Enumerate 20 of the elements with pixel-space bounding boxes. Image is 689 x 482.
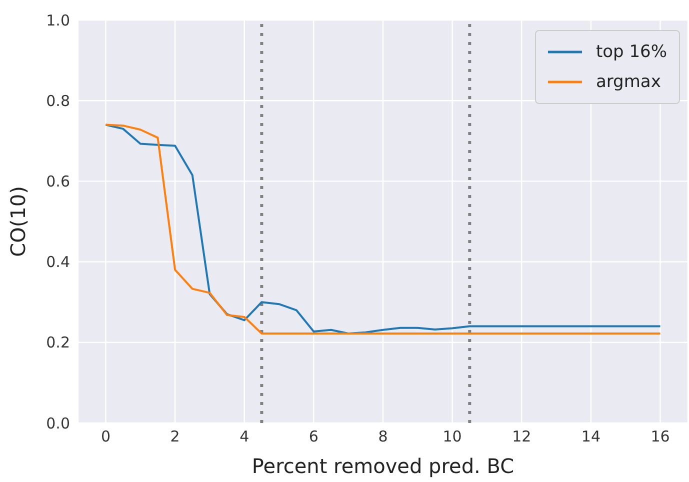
x-axis-title: Percent removed pred. BC [252, 454, 514, 478]
x-tick-label: 12 [512, 428, 532, 446]
y-tick-label: 0.8 [46, 92, 70, 110]
y-tick-label: 0.4 [46, 253, 70, 272]
x-tick-label: 8 [378, 428, 388, 446]
x-tick-label: 2 [170, 428, 180, 446]
x-tick-label: 10 [442, 428, 462, 446]
x-tick-label: 6 [308, 428, 318, 446]
legend-label: top 16% [596, 42, 667, 62]
x-tick-label: 14 [581, 428, 600, 446]
x-tick-label: 16 [650, 428, 670, 446]
y-tick-label: 0.6 [46, 172, 70, 191]
y-tick-label: 1.0 [46, 11, 70, 30]
y-tick-label: 0.2 [46, 334, 70, 352]
x-tick-label: 4 [240, 428, 250, 446]
x-tick-label: 0 [100, 428, 110, 446]
line-series [104, 124, 662, 335]
y-tick-label: 0.0 [46, 414, 70, 432]
legend-label: argmax [596, 72, 661, 92]
y-axis-title: CO(10) [6, 186, 30, 257]
